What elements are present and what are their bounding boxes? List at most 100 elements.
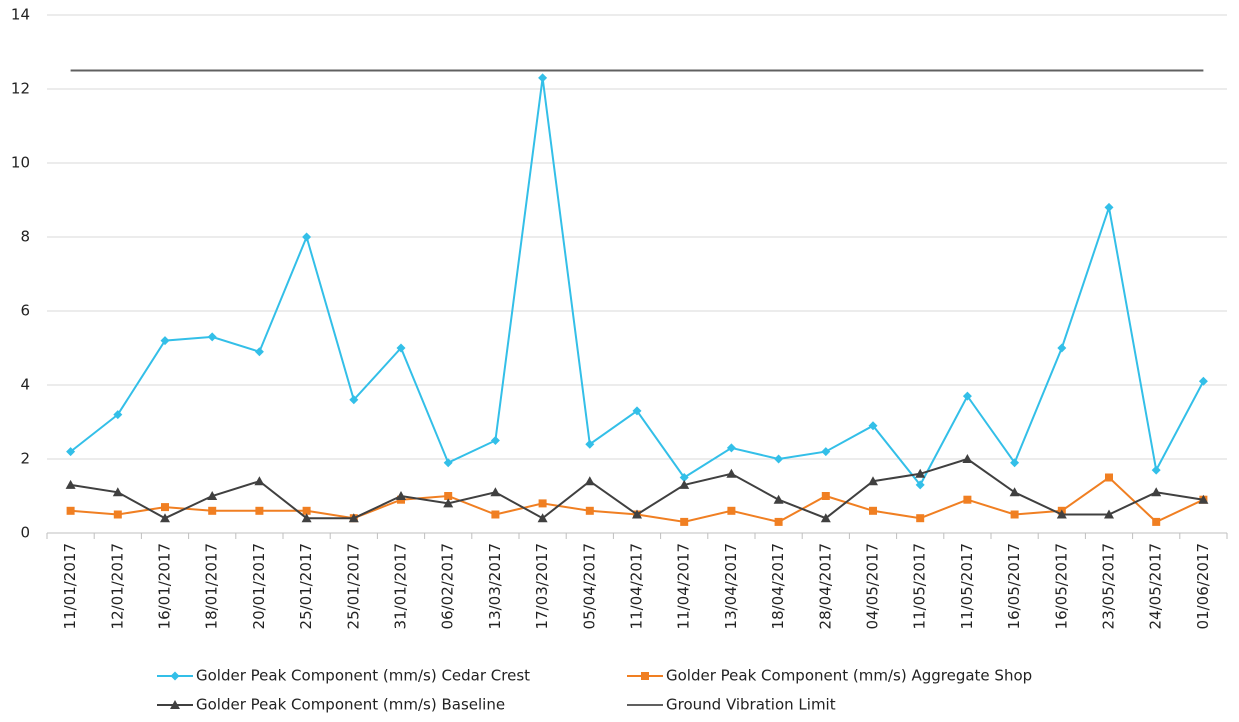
marker	[301, 513, 312, 523]
y-tick-label: 12	[11, 80, 30, 98]
legend-label: Golder Peak Component (mm/s) Cedar Crest	[196, 667, 530, 685]
marker	[1151, 487, 1162, 497]
y-tick-label: 2	[20, 450, 30, 468]
x-tick-label: 28/04/2017	[816, 543, 834, 629]
marker	[916, 514, 925, 523]
marker	[1057, 343, 1067, 353]
marker	[491, 510, 500, 519]
marker	[396, 343, 406, 353]
marker	[774, 517, 783, 526]
marker	[254, 476, 265, 486]
x-tick-label: 24/05/2017	[1147, 543, 1165, 629]
y-tick-label: 14	[11, 6, 30, 24]
x-tick-label: 11/01/2017	[61, 543, 79, 629]
marker	[773, 494, 784, 504]
x-tick-label: 25/01/2017	[297, 543, 315, 629]
marker	[726, 443, 736, 453]
marker	[962, 391, 972, 401]
legend-item: Golder Peak Component (mm/s) Cedar Crest	[157, 667, 530, 685]
marker	[1009, 487, 1020, 497]
marker	[1105, 473, 1113, 482]
marker	[160, 513, 170, 523]
x-tick-label: 18/01/2017	[203, 543, 221, 629]
marker	[302, 232, 312, 242]
x-tick-label: 04/05/2017	[864, 543, 882, 629]
marker	[490, 436, 500, 445]
marker	[915, 468, 926, 478]
x-tick-label: 25/01/2017	[344, 543, 362, 629]
marker	[820, 513, 831, 523]
legend-label: Golder Peak Component (mm/s) Baseline	[196, 696, 505, 714]
marker	[1010, 458, 1020, 468]
marker	[963, 495, 972, 504]
x-tick-label: 31/01/2017	[392, 543, 410, 629]
marker	[490, 487, 501, 497]
marker	[348, 513, 359, 523]
y-tick-label: 8	[20, 228, 30, 246]
marker	[208, 506, 217, 515]
marker	[868, 476, 878, 486]
x-tick-label: 18/04/2017	[769, 543, 787, 629]
marker	[962, 454, 973, 463]
legend-label: Golder Peak Component (mm/s) Aggregate S…	[666, 667, 1032, 685]
marker	[868, 421, 878, 431]
legend-item: Ground Vibration Limit	[627, 696, 836, 714]
marker	[821, 492, 830, 500]
x-tick-label: 11/05/2017	[911, 543, 929, 629]
marker	[1151, 465, 1161, 475]
marker	[915, 480, 925, 490]
marker	[349, 395, 359, 405]
marker	[160, 336, 170, 346]
legend-item: Golder Peak Component (mm/s) Baseline	[157, 696, 505, 714]
marker	[774, 454, 784, 464]
marker	[444, 492, 453, 500]
marker	[113, 410, 123, 420]
y-tick-label: 4	[20, 376, 30, 394]
marker	[1152, 517, 1161, 526]
x-tick-label: 23/05/2017	[1100, 543, 1118, 629]
x-tick-label: 12/01/2017	[108, 543, 126, 629]
marker	[821, 447, 831, 457]
legend-label: Ground Vibration Limit	[666, 696, 836, 714]
marker	[254, 347, 264, 357]
x-tick-label: 16/05/2017	[1005, 543, 1023, 629]
series-line	[69, 77, 1205, 487]
x-tick-label: 01/06/2017	[1194, 543, 1212, 629]
marker	[443, 498, 454, 508]
x-tick-label: 13/03/2017	[486, 543, 504, 629]
marker	[302, 506, 311, 515]
marker	[679, 473, 689, 482]
y-tick-label: 10	[11, 154, 30, 172]
marker	[641, 672, 649, 680]
marker	[66, 506, 75, 515]
x-tick-label: 20/01/2017	[250, 543, 268, 629]
marker	[584, 476, 595, 486]
marker	[585, 506, 594, 515]
x-tick-label: 05/04/2017	[580, 543, 598, 629]
marker	[680, 517, 689, 526]
marker	[65, 479, 76, 489]
x-tick-label: 16/05/2017	[1052, 543, 1070, 629]
marker	[1198, 376, 1208, 386]
marker	[869, 506, 877, 515]
x-tick-label: 11/05/2017	[958, 543, 976, 629]
x-tick-label: 11/04/2017	[675, 543, 693, 629]
legend-item: Golder Peak Component (mm/s) Aggregate S…	[627, 667, 1032, 685]
marker	[396, 491, 406, 500]
series-line	[70, 457, 1204, 520]
marker	[113, 510, 122, 519]
marker	[112, 487, 123, 497]
marker	[1010, 510, 1019, 519]
marker	[727, 506, 736, 515]
marker	[538, 499, 547, 508]
marker	[170, 671, 180, 681]
marker	[207, 332, 217, 342]
marker	[1198, 494, 1209, 504]
x-tick-label: 13/04/2017	[722, 543, 740, 629]
marker	[1056, 509, 1067, 519]
marker	[538, 73, 548, 83]
marker	[443, 458, 453, 468]
x-tick-label: 11/04/2017	[628, 543, 646, 629]
y-tick-label: 6	[20, 302, 30, 320]
marker	[207, 491, 218, 500]
